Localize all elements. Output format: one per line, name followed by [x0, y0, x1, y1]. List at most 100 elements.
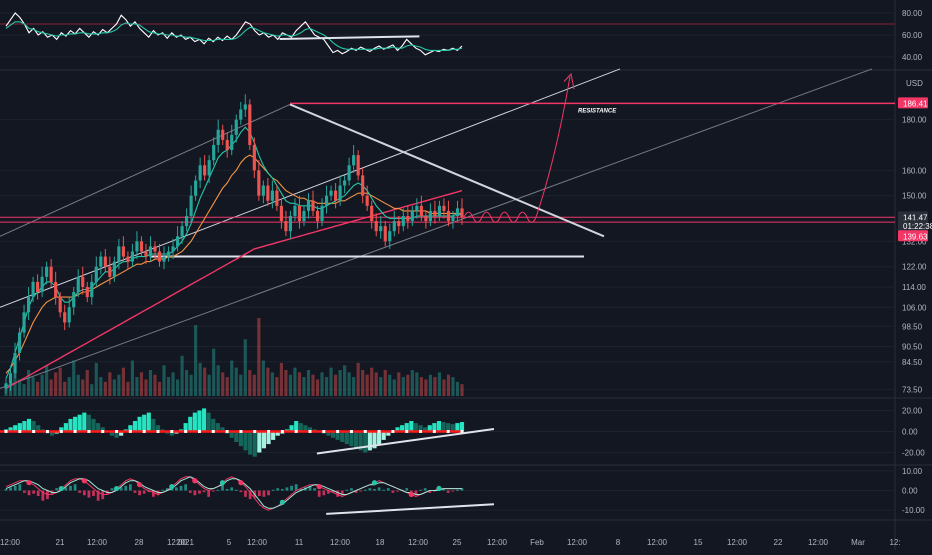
y-tick-label: 122.00 [902, 263, 927, 272]
x-tick-label: 12:00 [87, 538, 108, 547]
candle-body [261, 185, 265, 196]
forecast-breakout-path [535, 76, 571, 218]
volume-bar [401, 377, 405, 396]
volume-bar [315, 379, 320, 396]
y-tick-label: 84.50 [902, 358, 923, 367]
candle-body [451, 215, 455, 222]
oscillator-bar [225, 488, 229, 491]
oscillator-bar [188, 490, 192, 493]
y-tick-label: 0.00 [902, 428, 918, 437]
volume-bar [361, 370, 365, 396]
volume-bar [243, 339, 247, 396]
histogram-bar [248, 431, 253, 455]
volume-bar [257, 318, 261, 396]
rsi-panel[interactable]: 80.00 60.00 40.00 [0, 9, 923, 62]
histogram-bar [36, 425, 41, 432]
histogram-bar [49, 431, 55, 436]
x-tick-label: 12:00 [167, 538, 188, 547]
zero-marker [322, 430, 326, 433]
candle-body [311, 200, 315, 211]
histogram-trendline[interactable] [316, 427, 495, 455]
channel-lower-line[interactable] [0, 68, 873, 389]
histogram-bar [395, 427, 400, 432]
candle-body [17, 332, 22, 353]
rsi-trendline[interactable] [279, 35, 420, 40]
zero-marker [405, 430, 409, 433]
volume-bar [352, 377, 356, 396]
histogram-bar [13, 425, 18, 432]
candle-body [401, 215, 405, 227]
candle-body [166, 251, 171, 257]
cross-dot [169, 484, 175, 490]
volume-bar [26, 370, 31, 396]
histogram-bar [427, 425, 432, 432]
histogram-bar [17, 423, 22, 432]
zero-marker [336, 430, 340, 433]
candle-body [153, 246, 157, 252]
candle-body [121, 246, 125, 257]
zero-marker [308, 430, 312, 433]
candle-body [370, 205, 374, 222]
histogram-bar [275, 431, 280, 436]
oscillator-bar [9, 487, 12, 491]
histogram-bar [349, 431, 354, 447]
x-tick-label: 12:00 [247, 538, 268, 547]
sma-long-line [5, 189, 463, 390]
oscillator-bar [78, 490, 82, 493]
zero-marker [280, 430, 284, 433]
x-tick-label: 12:00 [0, 538, 21, 547]
volume-bar [406, 374, 410, 396]
candle-body [365, 195, 369, 206]
histogram-bar [358, 431, 363, 451]
volume-bar [437, 372, 442, 396]
candle-body [175, 236, 180, 247]
x-tick-label: 11 [295, 538, 304, 547]
candle-body [198, 165, 202, 181]
triangle-trendline[interactable] [289, 103, 605, 238]
channel-outer-line[interactable] [0, 103, 291, 237]
x-tick-label: Mar [851, 538, 865, 547]
volume-bar [297, 372, 302, 396]
channel-upper-line[interactable] [0, 68, 621, 308]
volume-bar [203, 367, 207, 396]
zero-marker [156, 430, 160, 433]
price-panel[interactable]: 180.00 160.00 150.00 132.00 122.00 114.00 106.… [0, 68, 932, 396]
oscillator-trendline[interactable] [326, 503, 495, 515]
histogram-panel[interactable]: 20.00 0.00 -20.00 [0, 407, 925, 458]
volume-bar [13, 372, 17, 396]
y-tick-label: -10.00 [902, 506, 925, 515]
oscillator-bar [359, 490, 363, 492]
volume-bar [234, 367, 238, 396]
histogram-bar [192, 412, 197, 432]
oscillator-bar [331, 490, 335, 493]
oscillator-bar [322, 490, 326, 496]
volume-bar [198, 362, 202, 396]
cross-dot [408, 491, 414, 498]
volume-bar [419, 377, 423, 396]
oscillator-bar [391, 490, 395, 493]
candle-body [13, 352, 17, 374]
histogram-bar [367, 431, 372, 451]
oscillator-bar [285, 487, 289, 491]
zero-marker [253, 430, 257, 433]
zero-marker [349, 430, 353, 433]
oscillator-bar [211, 490, 215, 492]
y-tick-label: 0.00 [902, 487, 918, 496]
candle-body [157, 251, 162, 262]
candle-body [460, 208, 464, 218]
oscillator-bar [165, 488, 169, 491]
histogram-bar [330, 431, 336, 438]
oscillator-bar [27, 490, 31, 496]
oscillator-panel[interactable]: 10.00 0.00 -10.00 [0, 467, 925, 515]
y-tick-label: 106.00 [902, 303, 927, 312]
x-tick-label: 22 [774, 538, 783, 547]
histogram-bar [353, 431, 359, 449]
histogram-bar [91, 418, 96, 432]
candle-body [234, 119, 238, 135]
histogram-bar [68, 418, 73, 432]
volume-bar [189, 374, 193, 396]
oscillator-bar [382, 489, 386, 491]
